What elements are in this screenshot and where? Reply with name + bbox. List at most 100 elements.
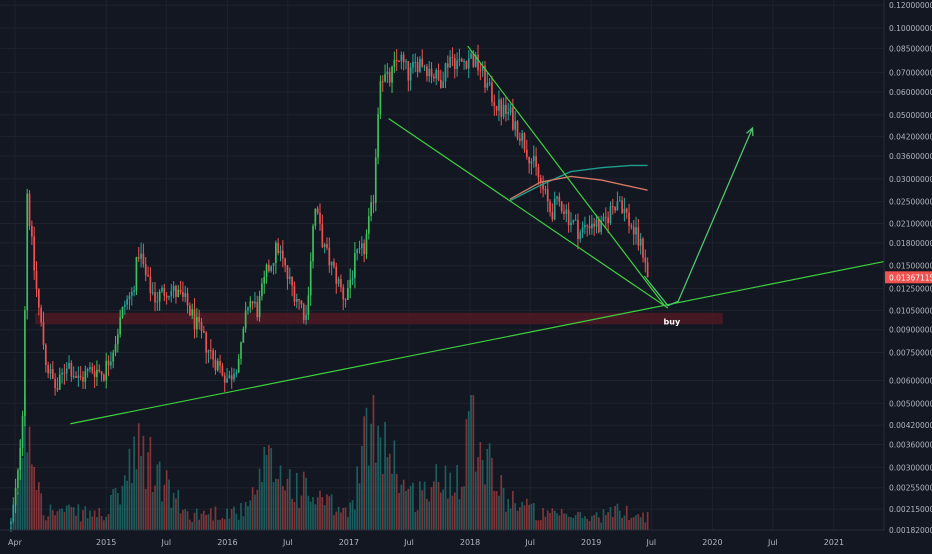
volume-bar <box>281 486 284 530</box>
volume-bar <box>21 457 24 530</box>
volume-bar <box>228 518 231 530</box>
y-tick-label: 0.00182000 <box>889 526 932 535</box>
volume-bar <box>312 497 314 530</box>
volume-bar <box>377 425 379 530</box>
volume-bar <box>196 508 198 530</box>
volume-bar <box>79 521 82 530</box>
volume-bar <box>342 507 345 530</box>
volume-bar <box>467 411 470 530</box>
candle-body <box>502 104 505 117</box>
volume-bar <box>379 437 382 530</box>
candle-body <box>433 76 435 79</box>
candle-body <box>479 70 482 72</box>
volume-bar <box>86 518 89 530</box>
volume-bar <box>144 488 147 530</box>
volume-bar <box>230 508 233 530</box>
volume-bar <box>621 517 623 530</box>
volume-bar <box>128 448 131 530</box>
volume-bar <box>249 500 252 530</box>
volume-bar <box>142 435 145 530</box>
candle-body <box>470 53 472 59</box>
candle-body <box>91 367 94 372</box>
candle-body <box>319 212 321 224</box>
volume-bar <box>49 504 52 530</box>
volume-bar <box>242 516 245 530</box>
candle-body <box>235 372 238 374</box>
candle-body <box>632 227 635 235</box>
volume-bar <box>477 457 479 530</box>
candle-body <box>230 375 233 380</box>
volume-bar <box>293 502 296 530</box>
annotation-lines[interactable]: buy <box>70 45 885 425</box>
candle-body <box>358 248 361 250</box>
volume-bar <box>628 519 630 530</box>
volume-bar <box>409 485 412 530</box>
candle-body <box>223 375 226 383</box>
volume-bar <box>344 507 347 530</box>
candle-body <box>165 295 168 298</box>
candle-body <box>435 69 438 79</box>
trendline-3 <box>467 45 666 307</box>
volume-bar <box>151 491 154 530</box>
candle-body <box>288 276 291 279</box>
volume-bar <box>519 507 521 530</box>
candle-body <box>453 57 456 70</box>
volume-bar <box>528 504 530 530</box>
x-tick-label: Jul <box>767 538 778 547</box>
candle-body <box>42 322 45 345</box>
volume-bar <box>614 506 616 530</box>
candle-body <box>393 59 396 67</box>
candle-body <box>177 289 180 297</box>
volume-bar <box>309 501 312 530</box>
candle-body <box>474 54 477 67</box>
volume-bar <box>70 507 73 530</box>
volume-bar <box>117 492 119 530</box>
candle-body <box>35 270 38 290</box>
candle-body <box>551 212 554 220</box>
y-tick-label: 0.00750000 <box>889 349 932 358</box>
last-price-label: 0.01367115 <box>889 273 932 282</box>
volume-bar <box>463 486 465 530</box>
candle-body <box>268 264 270 272</box>
candle-body <box>49 369 52 374</box>
volume-bar <box>453 492 456 530</box>
candle-body <box>623 208 626 214</box>
volume-bar <box>51 510 54 530</box>
volume-bar <box>170 507 173 530</box>
volume-bar <box>235 513 238 530</box>
volume-bar <box>567 516 570 530</box>
x-tick-label: 2018 <box>460 538 480 547</box>
volume-bar <box>302 471 305 530</box>
volume-bar <box>356 466 359 530</box>
candle-body <box>26 193 29 311</box>
candle-body <box>135 257 138 291</box>
candle-body <box>31 225 33 237</box>
volume-bar <box>163 484 166 530</box>
candle-body <box>321 223 324 247</box>
candle-body <box>604 216 607 218</box>
volume-bar <box>207 514 210 530</box>
candle-body <box>98 369 101 372</box>
candle-body <box>191 309 194 316</box>
candle-body <box>189 305 191 316</box>
candle-body <box>521 133 524 141</box>
volume-bar <box>574 514 577 530</box>
candle-body <box>379 81 382 115</box>
candle-body <box>147 274 149 277</box>
volume-bar <box>405 490 407 530</box>
candle-body <box>549 201 551 213</box>
volume-bar <box>400 484 403 530</box>
x-tick-label: 2020 <box>702 538 722 547</box>
volume-bar <box>82 510 84 530</box>
candle-body <box>512 107 514 130</box>
volume-bar <box>184 509 187 530</box>
volume-bar <box>244 502 247 530</box>
volume-bar <box>272 482 275 530</box>
candle-body <box>126 299 128 305</box>
volume-bar <box>179 513 182 530</box>
volume-bar <box>370 423 372 530</box>
candle-body <box>426 66 428 77</box>
